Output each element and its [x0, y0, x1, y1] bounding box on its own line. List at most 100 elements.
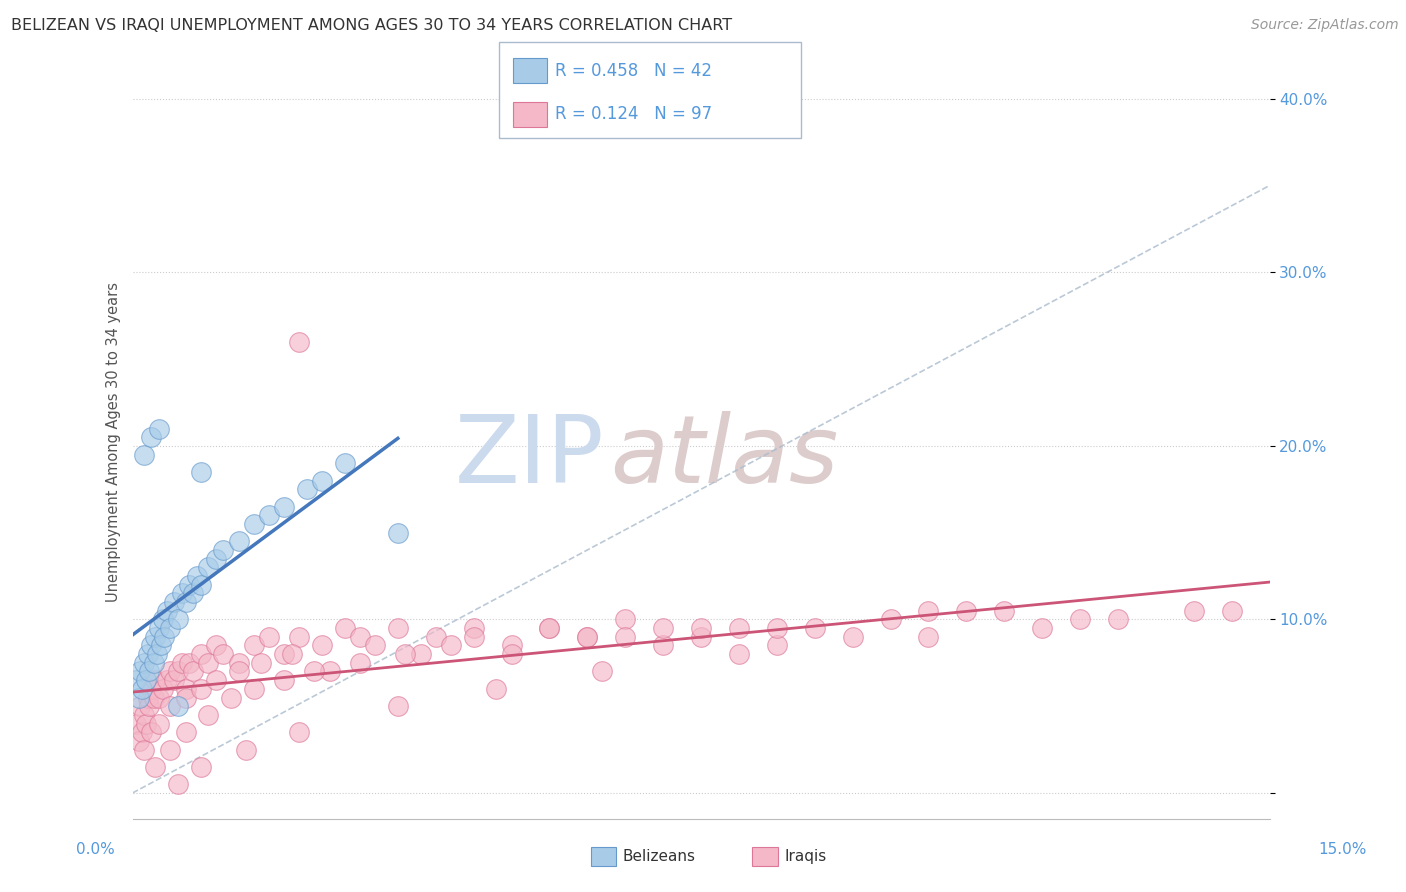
- Point: [148, 690, 170, 705]
- Point: [364, 639, 387, 653]
- Point: [257, 508, 280, 523]
- Point: [179, 578, 201, 592]
- Text: Belizeans: Belizeans: [623, 849, 696, 863]
- Point: [190, 647, 212, 661]
- Point: [148, 716, 170, 731]
- Point: [152, 612, 174, 626]
- Text: Source: ZipAtlas.com: Source: ZipAtlas.com: [1251, 18, 1399, 32]
- Point: [190, 465, 212, 479]
- Point: [803, 621, 825, 635]
- Point: [142, 690, 165, 705]
- Point: [993, 604, 1015, 618]
- Point: [917, 630, 939, 644]
- Point: [219, 690, 242, 705]
- Point: [304, 665, 326, 679]
- Point: [501, 639, 523, 653]
- Point: [614, 612, 637, 626]
- Point: [387, 699, 409, 714]
- Point: [917, 604, 939, 618]
- Point: [190, 681, 212, 696]
- Point: [1031, 621, 1053, 635]
- Point: [273, 500, 295, 514]
- Point: [311, 474, 333, 488]
- Point: [179, 656, 201, 670]
- Point: [132, 448, 155, 462]
- Point: [138, 699, 160, 714]
- Point: [841, 630, 863, 644]
- Point: [273, 647, 295, 661]
- Point: [576, 630, 599, 644]
- Point: [955, 604, 977, 618]
- Point: [129, 699, 152, 714]
- Point: [349, 630, 371, 644]
- Point: [170, 586, 193, 600]
- Point: [132, 742, 155, 756]
- Point: [387, 621, 409, 635]
- Y-axis label: Unemployment Among Ages 30 to 34 years: Unemployment Among Ages 30 to 34 years: [107, 282, 121, 601]
- Point: [1107, 612, 1129, 626]
- Point: [132, 656, 155, 670]
- Point: [591, 665, 613, 679]
- Point: [425, 630, 447, 644]
- Point: [333, 621, 356, 635]
- Point: [1220, 604, 1243, 618]
- Point: [485, 681, 508, 696]
- Point: [690, 621, 713, 635]
- Point: [142, 656, 165, 670]
- Point: [141, 430, 163, 444]
- Text: 15.0%: 15.0%: [1319, 842, 1367, 856]
- Point: [394, 647, 416, 661]
- Point: [132, 707, 155, 722]
- Point: [148, 621, 170, 635]
- Text: R = 0.458   N = 42: R = 0.458 N = 42: [555, 62, 713, 79]
- Point: [538, 621, 561, 635]
- Point: [242, 516, 264, 531]
- Point: [387, 525, 409, 540]
- Point: [135, 716, 157, 731]
- Point: [145, 647, 167, 661]
- Point: [129, 665, 152, 679]
- Point: [174, 681, 197, 696]
- Text: R = 0.124   N = 97: R = 0.124 N = 97: [555, 105, 713, 123]
- Point: [153, 630, 176, 644]
- Point: [765, 621, 787, 635]
- Point: [181, 665, 204, 679]
- Text: 0.0%: 0.0%: [76, 842, 115, 856]
- Point: [273, 673, 295, 688]
- Point: [614, 630, 637, 644]
- Point: [174, 725, 197, 739]
- Point: [228, 665, 250, 679]
- Point: [159, 621, 181, 635]
- Point: [128, 690, 150, 705]
- Point: [181, 586, 204, 600]
- Point: [197, 656, 219, 670]
- Text: ZIP: ZIP: [454, 410, 605, 502]
- Point: [288, 334, 311, 349]
- Point: [174, 690, 197, 705]
- Point: [131, 725, 153, 739]
- Point: [159, 742, 181, 756]
- Point: [197, 707, 219, 722]
- Point: [228, 534, 250, 549]
- Point: [125, 716, 148, 731]
- Point: [765, 639, 787, 653]
- Point: [205, 639, 228, 653]
- Point: [138, 665, 160, 679]
- Point: [463, 630, 485, 644]
- Point: [143, 673, 166, 688]
- Point: [148, 421, 170, 435]
- Point: [141, 681, 163, 696]
- Point: [136, 647, 159, 661]
- Point: [333, 456, 356, 470]
- Point: [135, 673, 157, 688]
- Point: [167, 699, 190, 714]
- Point: [163, 673, 186, 688]
- Point: [242, 639, 264, 653]
- Point: [440, 639, 463, 653]
- Text: Iraqis: Iraqis: [785, 849, 827, 863]
- Point: [318, 665, 340, 679]
- Point: [409, 647, 432, 661]
- Point: [212, 543, 235, 558]
- Point: [205, 551, 228, 566]
- Point: [174, 595, 197, 609]
